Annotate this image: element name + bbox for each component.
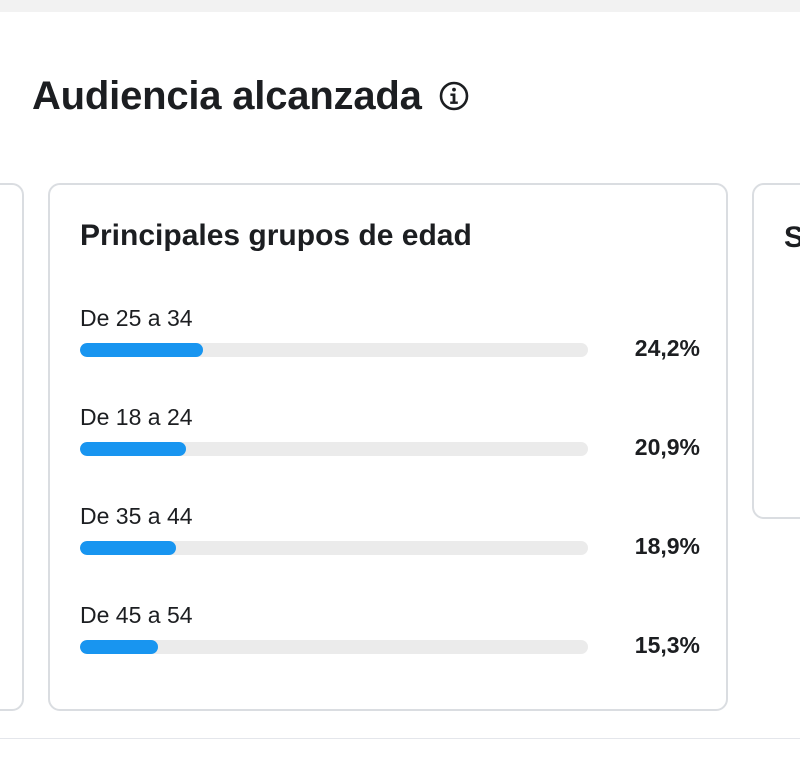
age-group-percent: 15,3% — [634, 632, 700, 658]
next-card[interactable]: S — [752, 183, 800, 519]
age-group-row: De 25 a 34 24,2% — [80, 305, 700, 375]
age-group-bar-track — [80, 640, 588, 654]
previous-card[interactable] — [0, 183, 24, 711]
age-group-row: De 18 a 24 20,9% — [80, 404, 700, 474]
section-title: Audiencia alcanzada — [32, 74, 422, 118]
age-group-percent: 20,9% — [634, 434, 700, 460]
age-group-row: De 45 a 54 15,3% — [80, 602, 700, 672]
age-group-label: De 18 a 24 — [80, 404, 193, 430]
info-icon[interactable] — [438, 80, 470, 112]
age-group-label: De 35 a 44 — [80, 503, 193, 529]
bottom-divider — [0, 738, 800, 739]
age-group-row: De 35 a 44 18,9% — [80, 503, 700, 573]
section-header: Audiencia alcanzada — [32, 72, 470, 120]
age-group-percent: 18,9% — [634, 533, 700, 559]
age-group-bar-fill — [80, 541, 176, 555]
age-group-label: De 45 a 54 — [80, 602, 193, 628]
age-group-bar-fill — [80, 343, 203, 357]
age-group-label: De 25 a 34 — [80, 305, 193, 331]
age-group-bar-track — [80, 343, 588, 357]
age-group-bar-fill — [80, 442, 187, 456]
age-group-percent: 24,2% — [634, 335, 700, 361]
top-separator-band — [0, 0, 800, 12]
next-card-title: S — [784, 221, 800, 255]
age-groups-card: Principales grupos de edad De 25 a 34 24… — [48, 183, 728, 711]
age-group-bar-track — [80, 442, 588, 456]
age-group-bar-fill — [80, 640, 158, 654]
age-group-bar-track — [80, 541, 588, 555]
age-groups-title: Principales grupos de edad — [80, 219, 472, 252]
